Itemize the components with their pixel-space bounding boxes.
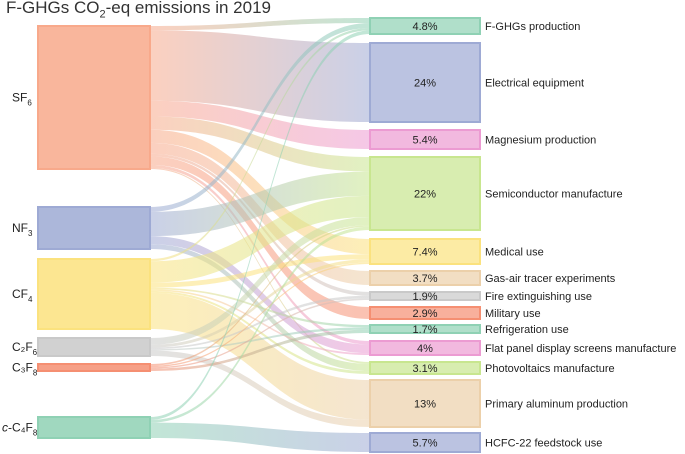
target-label-9: Flat panel display screens manufacture [485, 343, 676, 355]
source-node-C3F8 [37, 363, 151, 372]
source-node-CF4 [37, 258, 151, 330]
target-percent-1: 24% [414, 78, 436, 90]
target-label-4: Medical use [485, 247, 544, 259]
nodes [37, 17, 481, 453]
target-node-0 [369, 17, 481, 35]
source-label-NF3: NF3 [12, 221, 33, 238]
target-label-12: HCFC-22 feedstock use [485, 438, 602, 450]
source-label-cC4F8: c-C₄F8 [2, 421, 38, 438]
source-label-C3F8: C₃F8 [12, 361, 38, 378]
target-percent-11: 13% [414, 399, 436, 411]
flow-CF4-to-target-11 [150, 292, 370, 420]
flow-C2F6-to-target-6 [150, 295, 370, 350]
target-label-3: Semiconductor manufacture [485, 189, 623, 201]
target-node-5 [369, 270, 481, 286]
target-label-1: Electrical equipment [485, 78, 584, 90]
flow-C3F8-to-target-6 [150, 298, 370, 369]
source-label-CF4: CF4 [12, 287, 33, 304]
flow-C2F6-to-target-8 [150, 327, 370, 351]
target-node-4 [369, 238, 481, 265]
source-node-SF6 [37, 25, 151, 170]
flow-cC4F8-to-target-12 [150, 422, 370, 452]
target-percent-4: 7.4% [412, 247, 437, 259]
source-node-C2F6 [37, 337, 151, 357]
target-node-11 [369, 379, 481, 428]
target-label-5: Gas-air tracer experiments [485, 273, 616, 285]
flow-cC4F8-to-target-3 [150, 226, 370, 423]
labels: SF6 NF3 CF4 C₂F6 C₃F8 c-C₄F8 4.8% F-GHGs produc… [2, 21, 676, 450]
target-node-2 [369, 129, 481, 150]
source-label-SF6: SF6 [12, 91, 32, 108]
target-label-2: Magnesium production [485, 135, 596, 147]
chart-title: F-GHGs CO2-eq emissions in 2019 [6, 0, 271, 21]
target-node-6 [369, 291, 481, 301]
flow-cC4F8-to-target-0 [150, 30, 370, 420]
flow-CF4-to-target-3 [150, 195, 370, 283]
target-label-6: Fire extinguishing use [485, 291, 592, 303]
target-percent-10: 3.1% [412, 363, 437, 375]
flow-links [150, 18, 370, 452]
target-node-10 [369, 361, 481, 375]
target-label-11: Primary aluminum production [485, 399, 628, 411]
flow-CF4-to-target-10 [150, 290, 370, 374]
target-label-10: Photovoltaics manufacture [485, 363, 615, 375]
target-percent-5: 3.7% [412, 273, 437, 285]
flow-C3F8-to-target-3 [150, 225, 370, 366]
target-node-9 [369, 340, 481, 356]
target-percent-7: 2.9% [412, 308, 437, 320]
source-node-NF3 [37, 206, 151, 250]
flow-C3F8-to-target-4 [150, 262, 370, 368]
target-node-3 [369, 156, 481, 231]
target-percent-3: 22% [414, 189, 436, 201]
target-label-8: Refrigeration use [485, 324, 569, 336]
target-percent-0: 4.8% [412, 21, 437, 33]
target-node-12 [369, 432, 481, 453]
flow-CF4-to-target-4 [150, 254, 370, 288]
target-node-1 [369, 42, 481, 123]
flow-C2F6-to-target-4 [150, 259, 370, 348]
flow-SF6-to-target-2 [150, 100, 370, 149]
target-percent-12: 5.7% [412, 438, 437, 450]
flow-SF6-to-target-9 [150, 164, 370, 345]
target-label-0: F-GHGs production [485, 21, 580, 33]
flow-C2F6-to-target-3 [150, 217, 370, 345]
target-percent-2: 5.4% [412, 135, 437, 147]
flow-NF3-to-target-0 [150, 23, 370, 212]
source-node-cC4F8 [37, 416, 151, 439]
target-percent-8: 1.7% [412, 324, 437, 336]
flow-NF3-to-target-3 [150, 171, 370, 237]
flow-CF4-to-target-0 [150, 28, 370, 262]
flow-C3F8-to-target-8 [150, 329, 370, 371]
target-node-8 [369, 324, 481, 334]
target-node-7 [369, 306, 481, 320]
source-label-C2F6: C₂F6 [12, 340, 38, 357]
flow-C2F6-to-target-11 [150, 350, 370, 427]
target-percent-6: 1.9% [412, 291, 437, 303]
flow-SF6-to-target-10 [150, 167, 370, 364]
target-label-7: Military use [485, 308, 541, 320]
target-percent-9: 4% [417, 343, 433, 355]
flow-SF6-to-target-0 [150, 18, 370, 31]
flow-CF4-to-target-8 [150, 287, 370, 328]
